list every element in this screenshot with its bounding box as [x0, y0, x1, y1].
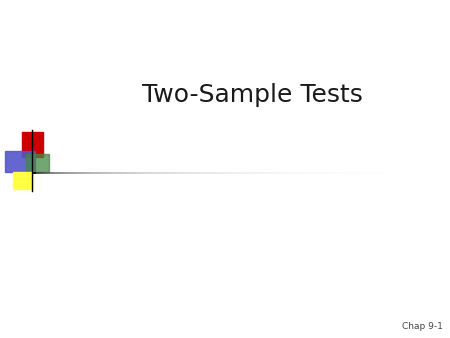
Bar	[22, 132, 43, 157]
Text: Chap 9-1: Chap 9-1	[402, 322, 443, 331]
Bar	[13, 172, 33, 189]
Bar	[26, 154, 49, 172]
Text: Two-Sample Tests: Two-Sample Tests	[142, 82, 362, 107]
Bar	[5, 151, 35, 172]
